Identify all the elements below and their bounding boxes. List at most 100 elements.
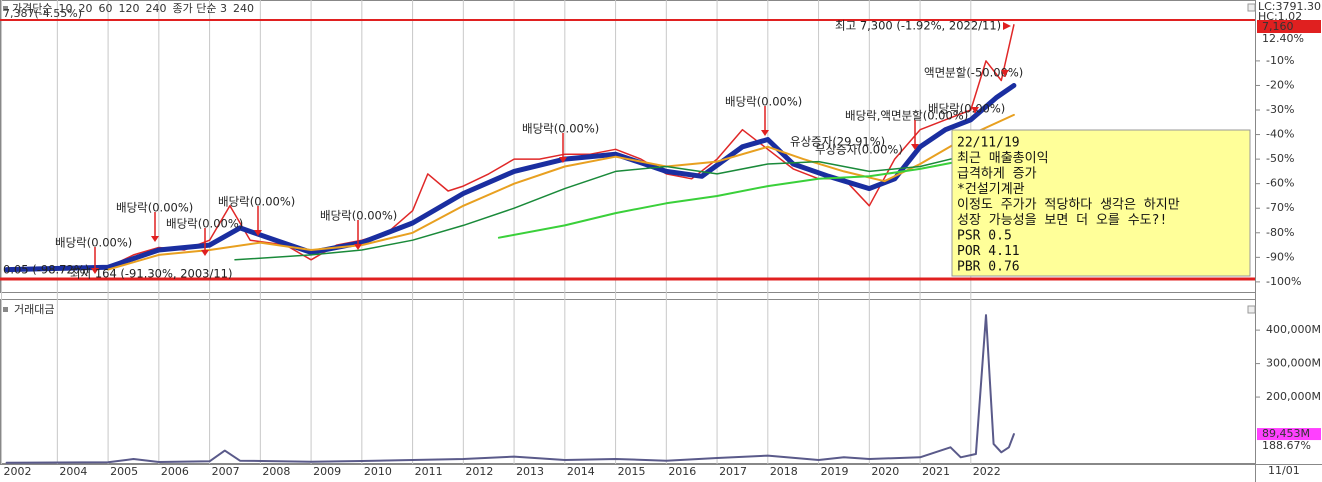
x-tick-label: 2008: [262, 465, 290, 478]
annotation: 무상증자(0.00%): [815, 143, 903, 157]
pane-button[interactable]: [1247, 305, 1256, 314]
legend-item: 120: [118, 2, 139, 15]
note-line: 성장 가능성을 보면 더 오를 수도?!: [957, 213, 1167, 228]
y-tick-label: -20%: [1266, 78, 1294, 91]
y-tick-label: -100%: [1266, 275, 1301, 288]
x-tick-label: 2017: [719, 465, 747, 478]
note-box: [951, 129, 1251, 277]
series-line: [234, 153, 972, 261]
overlay: 가격단순 10 20 60 120 240 종가 단순 3 240 7,387(-4.55%) 배…: [3, 0, 1321, 452]
y-tick-label: -80%: [1266, 226, 1294, 239]
legend-item: 10: [58, 2, 72, 15]
right-tag: HC:1.02: [1258, 10, 1302, 23]
annotation-arrowhead: [354, 244, 362, 250]
series-line: [107, 113, 1015, 271]
annotation: 유상증자(29.91%): [790, 135, 885, 149]
x-tick-label: 2016: [668, 465, 696, 478]
x-tick-label: 2019: [821, 465, 849, 478]
annotation: 0.05 (-98.72%): [3, 263, 89, 277]
y-tick-label: -60%: [1266, 177, 1294, 190]
right-tag: 7,160: [1262, 20, 1294, 33]
x-tick-label: 2006: [161, 465, 189, 478]
x-tick-label: 2020: [871, 465, 899, 478]
y-tick-label: -70%: [1266, 201, 1294, 214]
y-tick-label: 200,000M: [1266, 390, 1321, 403]
annotation-arrowhead: [91, 268, 99, 274]
x-end-label: 11/01: [1268, 464, 1300, 477]
legend-item: 60: [98, 2, 112, 15]
annotation: 배당락(0.00%): [166, 217, 243, 231]
x-tick-label: 2014: [567, 465, 595, 478]
right-tag: LC:3791.30: [1258, 0, 1321, 13]
price-tag-box: [1257, 20, 1321, 33]
y-tick-label: -10%: [1266, 54, 1294, 67]
annotation: 배당락(0.00%): [725, 95, 802, 109]
note-line: PBR 0.76: [957, 260, 1020, 275]
y-tick-label: -40%: [1266, 128, 1294, 141]
annotation: 배당락(0.00%): [928, 102, 1005, 116]
x-tick-label: 2010: [364, 465, 392, 478]
annotation-arrowhead: [559, 157, 567, 163]
x-tick-label: 2002: [4, 465, 32, 478]
plot: [4, 24, 1017, 464]
legend-icon: [3, 307, 8, 312]
x-tick-label: 2022: [973, 465, 1001, 478]
annotation-arrowhead: [971, 107, 979, 113]
last-price-label: 7,387(-4.55%): [3, 7, 82, 20]
y-tick-label: -90%: [1266, 250, 1294, 263]
x-tick-label: 2011: [415, 465, 443, 478]
x-tick-label: 2021: [922, 465, 950, 478]
annotation-arrowhead: [254, 230, 262, 236]
annotation: 최고 7,300 (-1.92%, 2022/11): [835, 19, 1001, 33]
x-tick-label: 2015: [618, 465, 646, 478]
pane-title: 거래대금: [14, 303, 54, 316]
note-line: 급격하게 증가: [957, 167, 1037, 182]
x-tick-label: 2004: [59, 465, 87, 478]
annotation-arrowhead: [1003, 22, 1011, 30]
y-tick-label: 300,000M: [1266, 357, 1321, 370]
y-tick-label: -30%: [1266, 103, 1294, 116]
y-tick-label: 400,000M: [1266, 323, 1321, 336]
x-tick-label: 2013: [516, 465, 544, 478]
legend-item: 240: [145, 2, 166, 15]
last-value-label: 89,453M: [1262, 427, 1310, 440]
note-line: 이정도 주가가 적당하다 생각은 하지만: [957, 198, 1180, 213]
annotation-arrowhead: [911, 144, 919, 150]
note-line: 22/11/19: [957, 136, 1020, 151]
x-tick-label: 2009: [313, 465, 341, 478]
x-tick-label: 2012: [465, 465, 493, 478]
annotation: 배당락(0.00%): [320, 209, 397, 223]
annotation: 배당락,액면분할(0.00%): [845, 109, 968, 123]
right-tag: 12.40%: [1262, 32, 1304, 45]
legend-item: 종가 단순 3: [172, 2, 226, 15]
x-tick-label: 2005: [110, 465, 138, 478]
series-line: [5, 24, 1015, 271]
legend-icon: [3, 6, 8, 11]
annotation-arrowhead: [201, 250, 209, 256]
annotation-arrowhead: [151, 236, 159, 242]
annotation: 배당락(0.00%): [55, 236, 132, 250]
note-line: PSR 0.5: [957, 229, 1012, 244]
pane-button[interactable]: [1247, 3, 1256, 12]
series-line: [5, 314, 1015, 464]
note-line: 최근 매출총이익: [957, 151, 1049, 166]
change-label: 188.67%: [1262, 439, 1311, 452]
annotation-arrowhead: [761, 130, 769, 136]
series-line: [4, 83, 1017, 273]
annotation: 배당락(0.00%): [116, 201, 193, 215]
y-tick-label: -50%: [1266, 152, 1294, 165]
x-tick-label: 2007: [212, 465, 240, 478]
annotation: 배당락(0.00%): [522, 122, 599, 136]
annotation-arrowhead: [1001, 70, 1009, 76]
note-line: POR 4.11: [957, 244, 1020, 259]
annotation: 최저 164 (-91.30%, 2003/11): [70, 267, 232, 281]
legend-item: 가격단순: [12, 2, 52, 15]
note-line: *건설기계관: [957, 182, 1025, 197]
series-line: [497, 158, 972, 239]
last-value-box: [1257, 428, 1321, 441]
annotation: 액면분할(-50.00%): [924, 66, 1023, 80]
legend-item: 240: [233, 2, 254, 15]
x-tick-label: 2018: [770, 465, 798, 478]
